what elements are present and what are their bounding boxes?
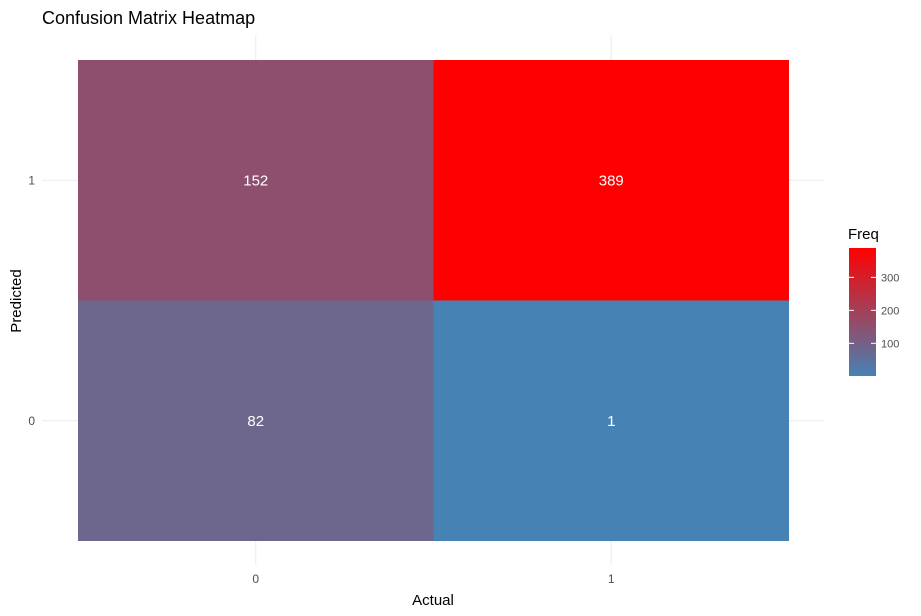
y-tick-labels: 01 — [28, 173, 35, 428]
cell-value-label: 389 — [599, 172, 624, 189]
legend-ticks: 100 200 300 — [849, 272, 899, 350]
y-axis-title: Predicted — [8, 269, 25, 332]
chart-title: Confusion Matrix Heatmap — [42, 8, 255, 28]
cell-value-label: 152 — [243, 172, 268, 189]
legend-tick-label: 300 — [881, 272, 899, 284]
legend-tick-label: 100 — [881, 338, 899, 350]
heatmap-cell — [78, 300, 434, 541]
y-tick-label: 0 — [28, 414, 35, 428]
heatmap-cell — [433, 300, 789, 541]
cell-labels: 152 389 82 1 — [243, 172, 624, 430]
legend-tick-label: 200 — [881, 305, 899, 317]
cell-value-label: 1 — [607, 413, 615, 430]
cell-value-label: 82 — [247, 413, 264, 430]
x-tick-label: 0 — [252, 572, 259, 586]
y-tick-label: 1 — [28, 173, 35, 187]
legend-color-bar — [849, 248, 876, 376]
legend-title: Freq — [848, 226, 879, 243]
color-legend: Freq 100 200 300 — [848, 226, 899, 376]
heatmap-cells — [78, 60, 789, 541]
heatmap-cell — [433, 60, 789, 301]
x-axis-title: Actual — [412, 592, 454, 609]
heatmap-cell — [78, 60, 434, 301]
x-tick-label: 1 — [608, 572, 615, 586]
